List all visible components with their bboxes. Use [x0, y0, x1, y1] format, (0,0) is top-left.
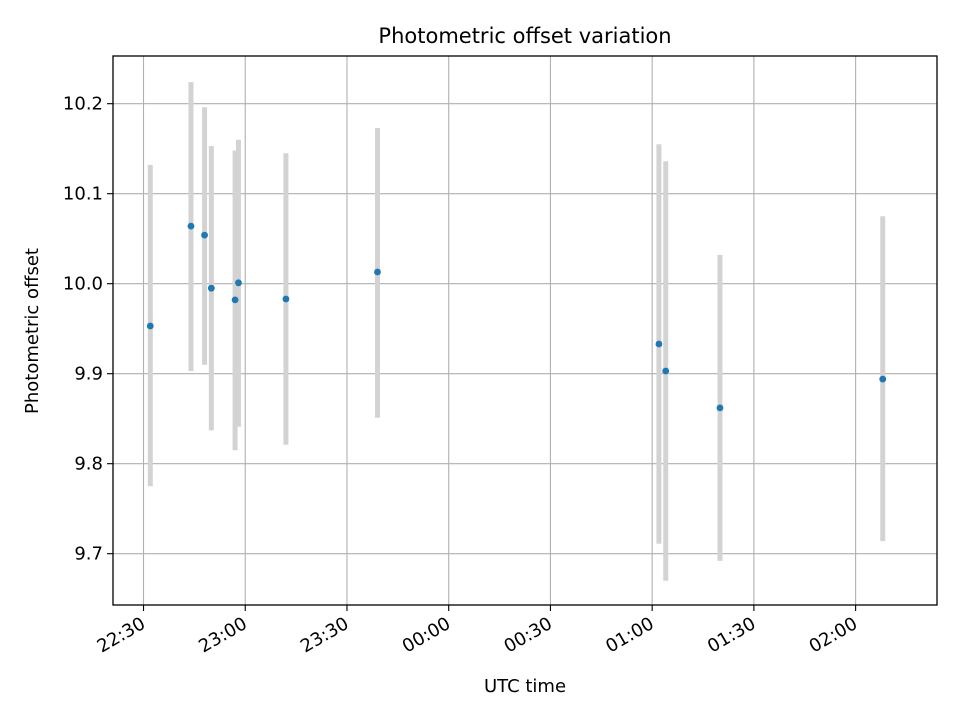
- y-tick-label: 9.7: [74, 544, 103, 565]
- y-axis-ticks: 9.7 9.8 9.9 10.0 10.1 10.2: [63, 94, 113, 565]
- data-point: [655, 340, 663, 348]
- data-point: [207, 284, 215, 292]
- plot-area-frame: [112, 55, 938, 606]
- y-axis-label: Photometric offset: [22, 248, 43, 414]
- data-point: [146, 322, 154, 330]
- y-tick-label: 9.8: [74, 454, 103, 475]
- data-points: [146, 222, 887, 412]
- data-point: [235, 279, 242, 287]
- data-point: [201, 231, 208, 239]
- y-tick-label: 10.2: [63, 94, 103, 115]
- data-point: [231, 296, 239, 304]
- x-axis-label: UTC time: [484, 676, 566, 697]
- y-tick-label: 10.0: [63, 274, 103, 295]
- data-point: [662, 367, 670, 375]
- data-point: [374, 268, 381, 276]
- y-tick-label: 9.9: [74, 364, 103, 385]
- data-point: [879, 375, 887, 383]
- y-tick-label: 10.1: [63, 184, 103, 205]
- data-point: [282, 295, 290, 303]
- chart-title: Photometric offset variation: [378, 24, 671, 48]
- data-point: [187, 222, 195, 230]
- grid: [113, 56, 937, 605]
- data-point: [716, 404, 724, 412]
